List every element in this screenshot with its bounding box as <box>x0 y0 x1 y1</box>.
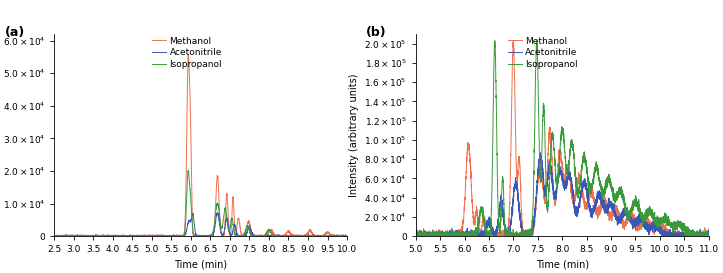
Isopropanol <box>262 230 271 234</box>
Isopropanol <box>551 163 560 166</box>
Isopropanol <box>696 232 704 235</box>
Acetonitrile <box>411 235 420 238</box>
Methanol <box>50 235 59 238</box>
Acetonitrile <box>681 235 690 238</box>
X-axis label: Time (min): Time (min) <box>174 260 227 270</box>
X-axis label: Time (min): Time (min) <box>536 260 589 270</box>
Isopropanol <box>173 234 181 238</box>
Acetonitrile <box>262 235 271 238</box>
Isopropanol <box>681 231 690 235</box>
Text: (a): (a) <box>4 26 25 39</box>
Acetonitrile <box>319 235 328 238</box>
Isopropanol <box>411 233 420 237</box>
Isopropanol <box>334 235 343 238</box>
Methanol <box>343 234 351 238</box>
Methanol <box>704 235 713 238</box>
Isopropanol <box>189 232 198 235</box>
Methanol <box>551 198 560 202</box>
Acetonitrile <box>536 151 544 155</box>
Methanol <box>509 39 518 42</box>
Methanol <box>184 53 192 56</box>
Acetonitrile <box>189 214 197 218</box>
Methanol <box>537 162 546 166</box>
Methanol <box>624 216 633 219</box>
Isopropanol <box>175 235 184 238</box>
Methanol <box>173 235 181 238</box>
Methanol <box>50 234 59 237</box>
Isopropanol <box>50 235 59 238</box>
Acetonitrile <box>551 193 560 197</box>
Acetonitrile <box>696 231 704 235</box>
Acetonitrile <box>534 163 543 166</box>
Acetonitrile <box>334 235 343 238</box>
Line: Isopropanol: Isopropanol <box>416 41 709 236</box>
Text: (b): (b) <box>366 26 387 39</box>
Methanol <box>681 232 690 236</box>
Isopropanol <box>537 170 546 173</box>
Y-axis label: Intensity (arbitrary units): Intensity (arbitrary units) <box>348 73 359 197</box>
Isopropanol <box>343 235 351 238</box>
Methanol <box>334 235 343 238</box>
Methanol <box>262 233 271 236</box>
Acetonitrile <box>704 235 713 238</box>
Isopropanol <box>411 235 420 238</box>
Methanol <box>411 235 420 238</box>
Isopropanol <box>534 126 543 129</box>
Line: Acetonitrile: Acetonitrile <box>54 213 347 236</box>
Acetonitrile <box>173 234 181 238</box>
Methanol <box>411 231 420 235</box>
Acetonitrile <box>213 211 222 215</box>
Methanol <box>175 235 184 238</box>
Isopropanol <box>624 216 633 219</box>
Methanol <box>189 234 198 237</box>
Line: Isopropanol: Isopropanol <box>54 171 347 236</box>
Line: Methanol: Methanol <box>54 55 347 236</box>
Legend: Methanol, Acetonitrile, Isopropanol: Methanol, Acetonitrile, Isopropanol <box>505 33 581 73</box>
Isopropanol <box>532 39 541 42</box>
Line: Methanol: Methanol <box>416 41 709 236</box>
Acetonitrile <box>50 235 59 238</box>
Line: Acetonitrile: Acetonitrile <box>416 153 709 236</box>
Isopropanol <box>320 234 328 238</box>
Acetonitrile <box>411 230 420 234</box>
Isopropanol <box>704 235 713 238</box>
Acetonitrile <box>175 235 184 238</box>
Isopropanol <box>184 169 193 172</box>
Methanol <box>696 235 704 238</box>
Acetonitrile <box>537 160 546 163</box>
Legend: Methanol, Acetonitrile, Isopropanol: Methanol, Acetonitrile, Isopropanol <box>149 33 226 73</box>
Acetonitrile <box>343 235 351 238</box>
Methanol <box>534 170 543 174</box>
Isopropanol <box>50 234 59 237</box>
Acetonitrile <box>624 212 633 216</box>
Methanol <box>320 233 328 236</box>
